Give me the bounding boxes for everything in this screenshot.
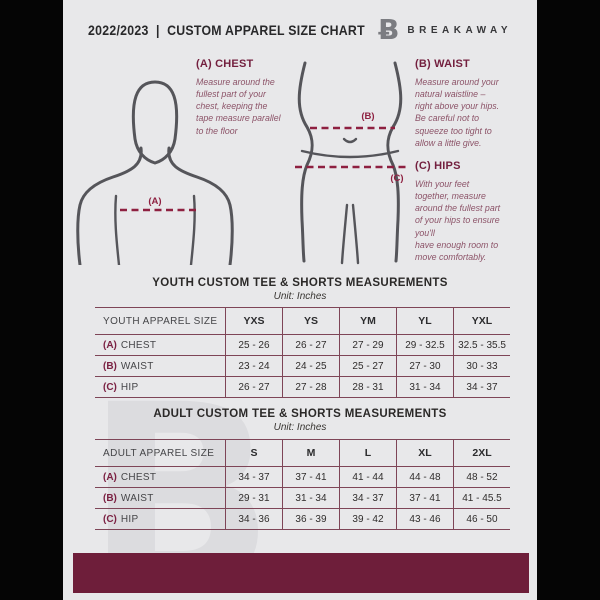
waist-note-body: Measure around your natural waistline – … bbox=[415, 77, 500, 148]
column-header: YXL bbox=[453, 308, 510, 334]
row-label: CHEST bbox=[120, 471, 157, 483]
size-cell: 24 - 25 bbox=[282, 356, 339, 376]
size-cell: 25 - 27 bbox=[339, 356, 396, 376]
hips-note-heading: (C) HIPS bbox=[415, 160, 461, 172]
hips-note: (C) HIPS With your feet together, measur… bbox=[415, 160, 521, 263]
row-key: (C) bbox=[103, 513, 117, 525]
size-cell: 27 - 28 bbox=[282, 377, 339, 397]
chest-marker-label: (A) bbox=[148, 196, 161, 207]
waist-note: (B) WAIST Measure around your natural wa… bbox=[415, 58, 517, 149]
size-cell: 34 - 37 bbox=[339, 488, 396, 508]
column-header: YOUTH APPAREL SIZE bbox=[103, 315, 218, 327]
column-header: ADULT APPAREL SIZE bbox=[103, 447, 215, 459]
row-key: (B) bbox=[103, 492, 117, 504]
youth-size-table: YOUTH APPAREL SIZE YXS YS YM YL YXL (A) … bbox=[95, 307, 510, 398]
row-label-cell: (A) CHEST bbox=[95, 467, 225, 487]
size-cell: 34 - 37 bbox=[225, 467, 282, 487]
column-header: YL bbox=[396, 308, 453, 334]
column-header: M bbox=[282, 440, 339, 466]
size-cell: 27 - 30 bbox=[396, 356, 453, 376]
hips-note-body: With your feet together, measure around … bbox=[415, 179, 501, 262]
size-cell: 31 - 34 bbox=[282, 488, 339, 508]
breakaway-logo-icon: Ƀ bbox=[378, 13, 400, 46]
size-cell: 39 - 42 bbox=[339, 509, 396, 529]
size-cell: 30 - 33 bbox=[453, 356, 510, 376]
row-key: (B) bbox=[103, 360, 117, 372]
size-cell: 32.5 - 35.5 bbox=[453, 335, 510, 355]
size-chart-page: B 2022/2023 | CUSTOM APPAREL SIZE CHART … bbox=[63, 0, 537, 600]
size-cell: 29 - 32.5 bbox=[396, 335, 453, 355]
size-cell: 27 - 29 bbox=[339, 335, 396, 355]
size-cell: 46 - 50 bbox=[453, 509, 510, 529]
size-cell: 43 - 46 bbox=[396, 509, 453, 529]
row-label: HIP bbox=[120, 381, 139, 393]
column-header: XL bbox=[396, 440, 453, 466]
adult-size-table: ADULT APPAREL SIZE S M L XL 2XL (A) CHES… bbox=[95, 439, 510, 530]
adult-table-unit: Unit: Inches bbox=[273, 422, 327, 433]
table-header-row: ADULT APPAREL SIZE S M L XL 2XL bbox=[95, 439, 510, 466]
size-cell: 29 - 31 bbox=[225, 488, 282, 508]
brand-lockup: Ƀ BREAKAWAY bbox=[378, 13, 512, 47]
size-cell: 26 - 27 bbox=[282, 335, 339, 355]
size-cell: 23 - 24 bbox=[225, 356, 282, 376]
row-label-cell: (C) HIP bbox=[95, 509, 225, 529]
waist-marker-label: (B) bbox=[361, 111, 374, 122]
column-header: S bbox=[225, 440, 282, 466]
row-label-cell: (A) CHEST bbox=[95, 335, 225, 355]
row-label: HIP bbox=[120, 513, 139, 525]
chest-note-body: Measure around the fullest part of your … bbox=[196, 77, 281, 136]
body-outline bbox=[297, 61, 403, 265]
table-row: (B) WAIST 23 - 24 24 - 25 25 - 27 27 - 3… bbox=[95, 355, 510, 376]
hips-marker-label: (C) bbox=[390, 173, 403, 184]
table-row: (C) HIP 34 - 36 36 - 39 39 - 42 43 - 46 … bbox=[95, 508, 510, 530]
row-label-cell: (C) HIP bbox=[95, 377, 225, 397]
size-cell: 37 - 41 bbox=[282, 467, 339, 487]
table-row: (A) CHEST 25 - 26 26 - 27 27 - 29 29 - 3… bbox=[95, 334, 510, 355]
row-label-cell: (B) WAIST bbox=[95, 488, 225, 508]
footer-bar bbox=[73, 553, 529, 593]
row-key: (C) bbox=[103, 381, 117, 393]
adult-table-title: ADULT CUSTOM TEE & SHORTS MEASUREMENTS bbox=[153, 408, 447, 420]
lower-body-figure: (B) (C) bbox=[295, 61, 408, 265]
page-title: 2022/2023 | CUSTOM APPAREL SIZE CHART bbox=[88, 22, 365, 38]
table-row: (C) HIP 26 - 27 27 - 28 28 - 31 31 - 34 … bbox=[95, 376, 510, 398]
size-cell: 31 - 34 bbox=[396, 377, 453, 397]
column-header: YXS bbox=[225, 308, 282, 334]
size-cell: 41 - 45.5 bbox=[453, 488, 510, 508]
size-cell: 36 - 39 bbox=[282, 509, 339, 529]
table-row: (B) WAIST 29 - 31 31 - 34 34 - 37 37 - 4… bbox=[95, 487, 510, 508]
column-header: 2XL bbox=[453, 440, 510, 466]
torso-figure: (A) bbox=[76, 80, 234, 265]
brand-name: BREAKAWAY bbox=[407, 24, 512, 36]
body-outline bbox=[76, 80, 234, 265]
row-label: CHEST bbox=[120, 339, 157, 351]
size-cell: 34 - 36 bbox=[225, 509, 282, 529]
youth-table-title: YOUTH CUSTOM TEE & SHORTS MEASUREMENTS bbox=[152, 277, 448, 289]
size-cell: 34 - 37 bbox=[453, 377, 510, 397]
row-label: WAIST bbox=[120, 360, 154, 372]
size-cell: 28 - 31 bbox=[339, 377, 396, 397]
row-label: WAIST bbox=[120, 492, 154, 504]
column-header: L bbox=[339, 440, 396, 466]
waist-note-heading: (B) WAIST bbox=[415, 58, 470, 70]
table-row: (A) CHEST 34 - 37 37 - 41 41 - 44 44 - 4… bbox=[95, 466, 510, 487]
column-header: YS bbox=[282, 308, 339, 334]
table-header-row: YOUTH APPAREL SIZE YXS YS YM YL YXL bbox=[95, 307, 510, 334]
size-cell: 25 - 26 bbox=[225, 335, 282, 355]
chest-note: (A) CHEST Measure around the fullest par… bbox=[196, 58, 302, 137]
row-key: (A) bbox=[103, 471, 117, 483]
size-cell: 44 - 48 bbox=[396, 467, 453, 487]
chest-note-heading: (A) CHEST bbox=[196, 58, 254, 70]
row-label-cell: (B) WAIST bbox=[95, 356, 225, 376]
size-cell: 41 - 44 bbox=[339, 467, 396, 487]
size-cell: 26 - 27 bbox=[225, 377, 282, 397]
column-header: YM bbox=[339, 308, 396, 334]
youth-table-unit: Unit: Inches bbox=[273, 291, 327, 302]
row-key: (A) bbox=[103, 339, 117, 351]
size-cell: 48 - 52 bbox=[453, 467, 510, 487]
size-cell: 37 - 41 bbox=[396, 488, 453, 508]
